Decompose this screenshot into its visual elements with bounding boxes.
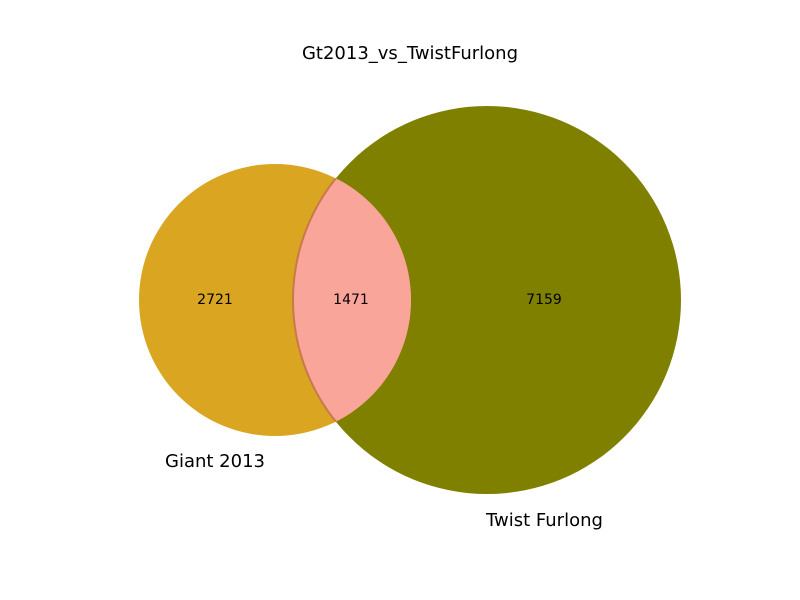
count-only-giant-2013: 2721: [197, 292, 233, 308]
set-circle-twist-furlong: [293, 106, 681, 494]
set-label-twist-furlong: Twist Furlong: [485, 510, 603, 531]
diagram-title: Gt2013_vs_TwistFurlong: [302, 43, 518, 64]
count-only-twist-furlong: 7159: [526, 292, 562, 308]
set-label-giant-2013: Giant 2013: [165, 451, 265, 472]
count-intersection: 1471: [333, 292, 369, 308]
